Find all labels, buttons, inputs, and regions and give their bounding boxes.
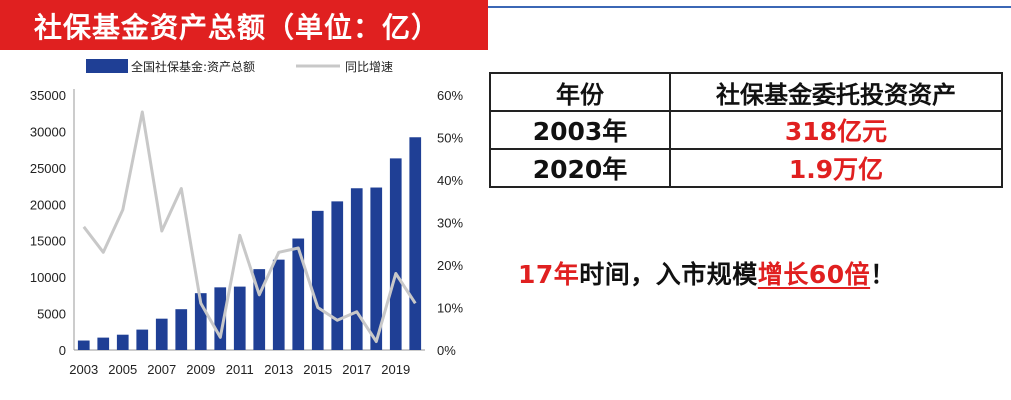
bar bbox=[194, 293, 207, 350]
bar bbox=[370, 187, 383, 350]
x-tick-label: 2003 bbox=[69, 362, 98, 377]
bar bbox=[331, 201, 344, 350]
table-cell-value: 1.9万亿 bbox=[669, 148, 1003, 188]
table-row: 2003年 318亿元 bbox=[489, 110, 1003, 150]
bar bbox=[253, 269, 266, 350]
right-tick-label: 0% bbox=[437, 343, 456, 358]
table-header-year: 年份 bbox=[489, 72, 671, 112]
x-tick-label: 2007 bbox=[147, 362, 176, 377]
left-tick-label: 10000 bbox=[30, 270, 66, 285]
bar bbox=[77, 340, 90, 350]
table-header-row: 年份 社保基金委托投资资产 bbox=[489, 72, 1003, 112]
chart-title: 社保基金资产总额（单位：亿） bbox=[34, 11, 441, 44]
bar bbox=[155, 318, 168, 350]
left-tick-label: 20000 bbox=[30, 197, 66, 212]
x-tick-label: 2015 bbox=[303, 362, 332, 377]
bar bbox=[409, 137, 422, 350]
right-tick-label: 60% bbox=[437, 88, 463, 103]
bar bbox=[292, 238, 305, 350]
info-table: 年份 社保基金委托投资资产 2003年 318亿元 2020年 1.9万亿 bbox=[489, 72, 1003, 188]
table-cell-year: 2020年 bbox=[489, 148, 671, 188]
legend-swatch-assets bbox=[86, 59, 128, 73]
left-tick-label: 25000 bbox=[30, 161, 66, 176]
table-row: 2020年 1.9万亿 bbox=[489, 148, 1003, 188]
table-header-assets: 社保基金委托投资资产 bbox=[669, 72, 1003, 112]
legend-label-assets: 全国社保基金:资产总额 bbox=[131, 59, 255, 74]
left-tick-label: 0 bbox=[59, 343, 66, 358]
bar bbox=[116, 334, 129, 350]
bar bbox=[214, 287, 227, 350]
chart-area: 0 5000 10000 15000 20000 25000 30000 35000 0% 10%… bbox=[30, 59, 463, 377]
table-cell-value: 318亿元 bbox=[669, 110, 1003, 150]
x-tick-label: 2019 bbox=[381, 362, 410, 377]
x-tick-label: 2005 bbox=[108, 362, 137, 377]
right-tick-label: 40% bbox=[437, 173, 463, 188]
divider-line bbox=[488, 6, 1011, 8]
left-tick-label: 30000 bbox=[30, 124, 66, 139]
bar bbox=[311, 210, 324, 350]
headline-middle: 时间，入市规模 bbox=[579, 260, 758, 289]
growth-line bbox=[82, 110, 417, 343]
left-tick-label: 15000 bbox=[30, 234, 66, 249]
x-tick-label: 2017 bbox=[342, 362, 371, 377]
table-cell-year: 2003年 bbox=[489, 110, 671, 150]
legend-label-growth: 同比增速 bbox=[345, 60, 393, 74]
bar bbox=[175, 309, 188, 350]
bar bbox=[136, 329, 149, 350]
bar bbox=[233, 286, 246, 350]
headline-years: 17年 bbox=[518, 260, 580, 289]
bar bbox=[272, 259, 285, 350]
headline-end: ！ bbox=[870, 260, 896, 289]
headline: 17年时间，入市规模增长60倍！ bbox=[518, 255, 896, 291]
bar bbox=[97, 337, 110, 350]
right-tick-label: 20% bbox=[437, 258, 463, 273]
title-banner: 社保基金资产总额（单位：亿） bbox=[0, 0, 488, 50]
x-tick-label: 2009 bbox=[186, 362, 215, 377]
bar bbox=[350, 188, 363, 350]
left-tick-label: 5000 bbox=[37, 307, 66, 322]
x-tick-label: 2011 bbox=[226, 362, 254, 377]
left-tick-label: 35000 bbox=[30, 88, 66, 103]
headline-growth: 增长60倍 bbox=[757, 260, 871, 289]
right-tick-label: 50% bbox=[437, 131, 463, 146]
x-tick-label: 2013 bbox=[264, 362, 293, 377]
bar bbox=[389, 158, 402, 350]
right-tick-label: 30% bbox=[437, 216, 463, 231]
right-tick-label: 10% bbox=[437, 301, 463, 316]
